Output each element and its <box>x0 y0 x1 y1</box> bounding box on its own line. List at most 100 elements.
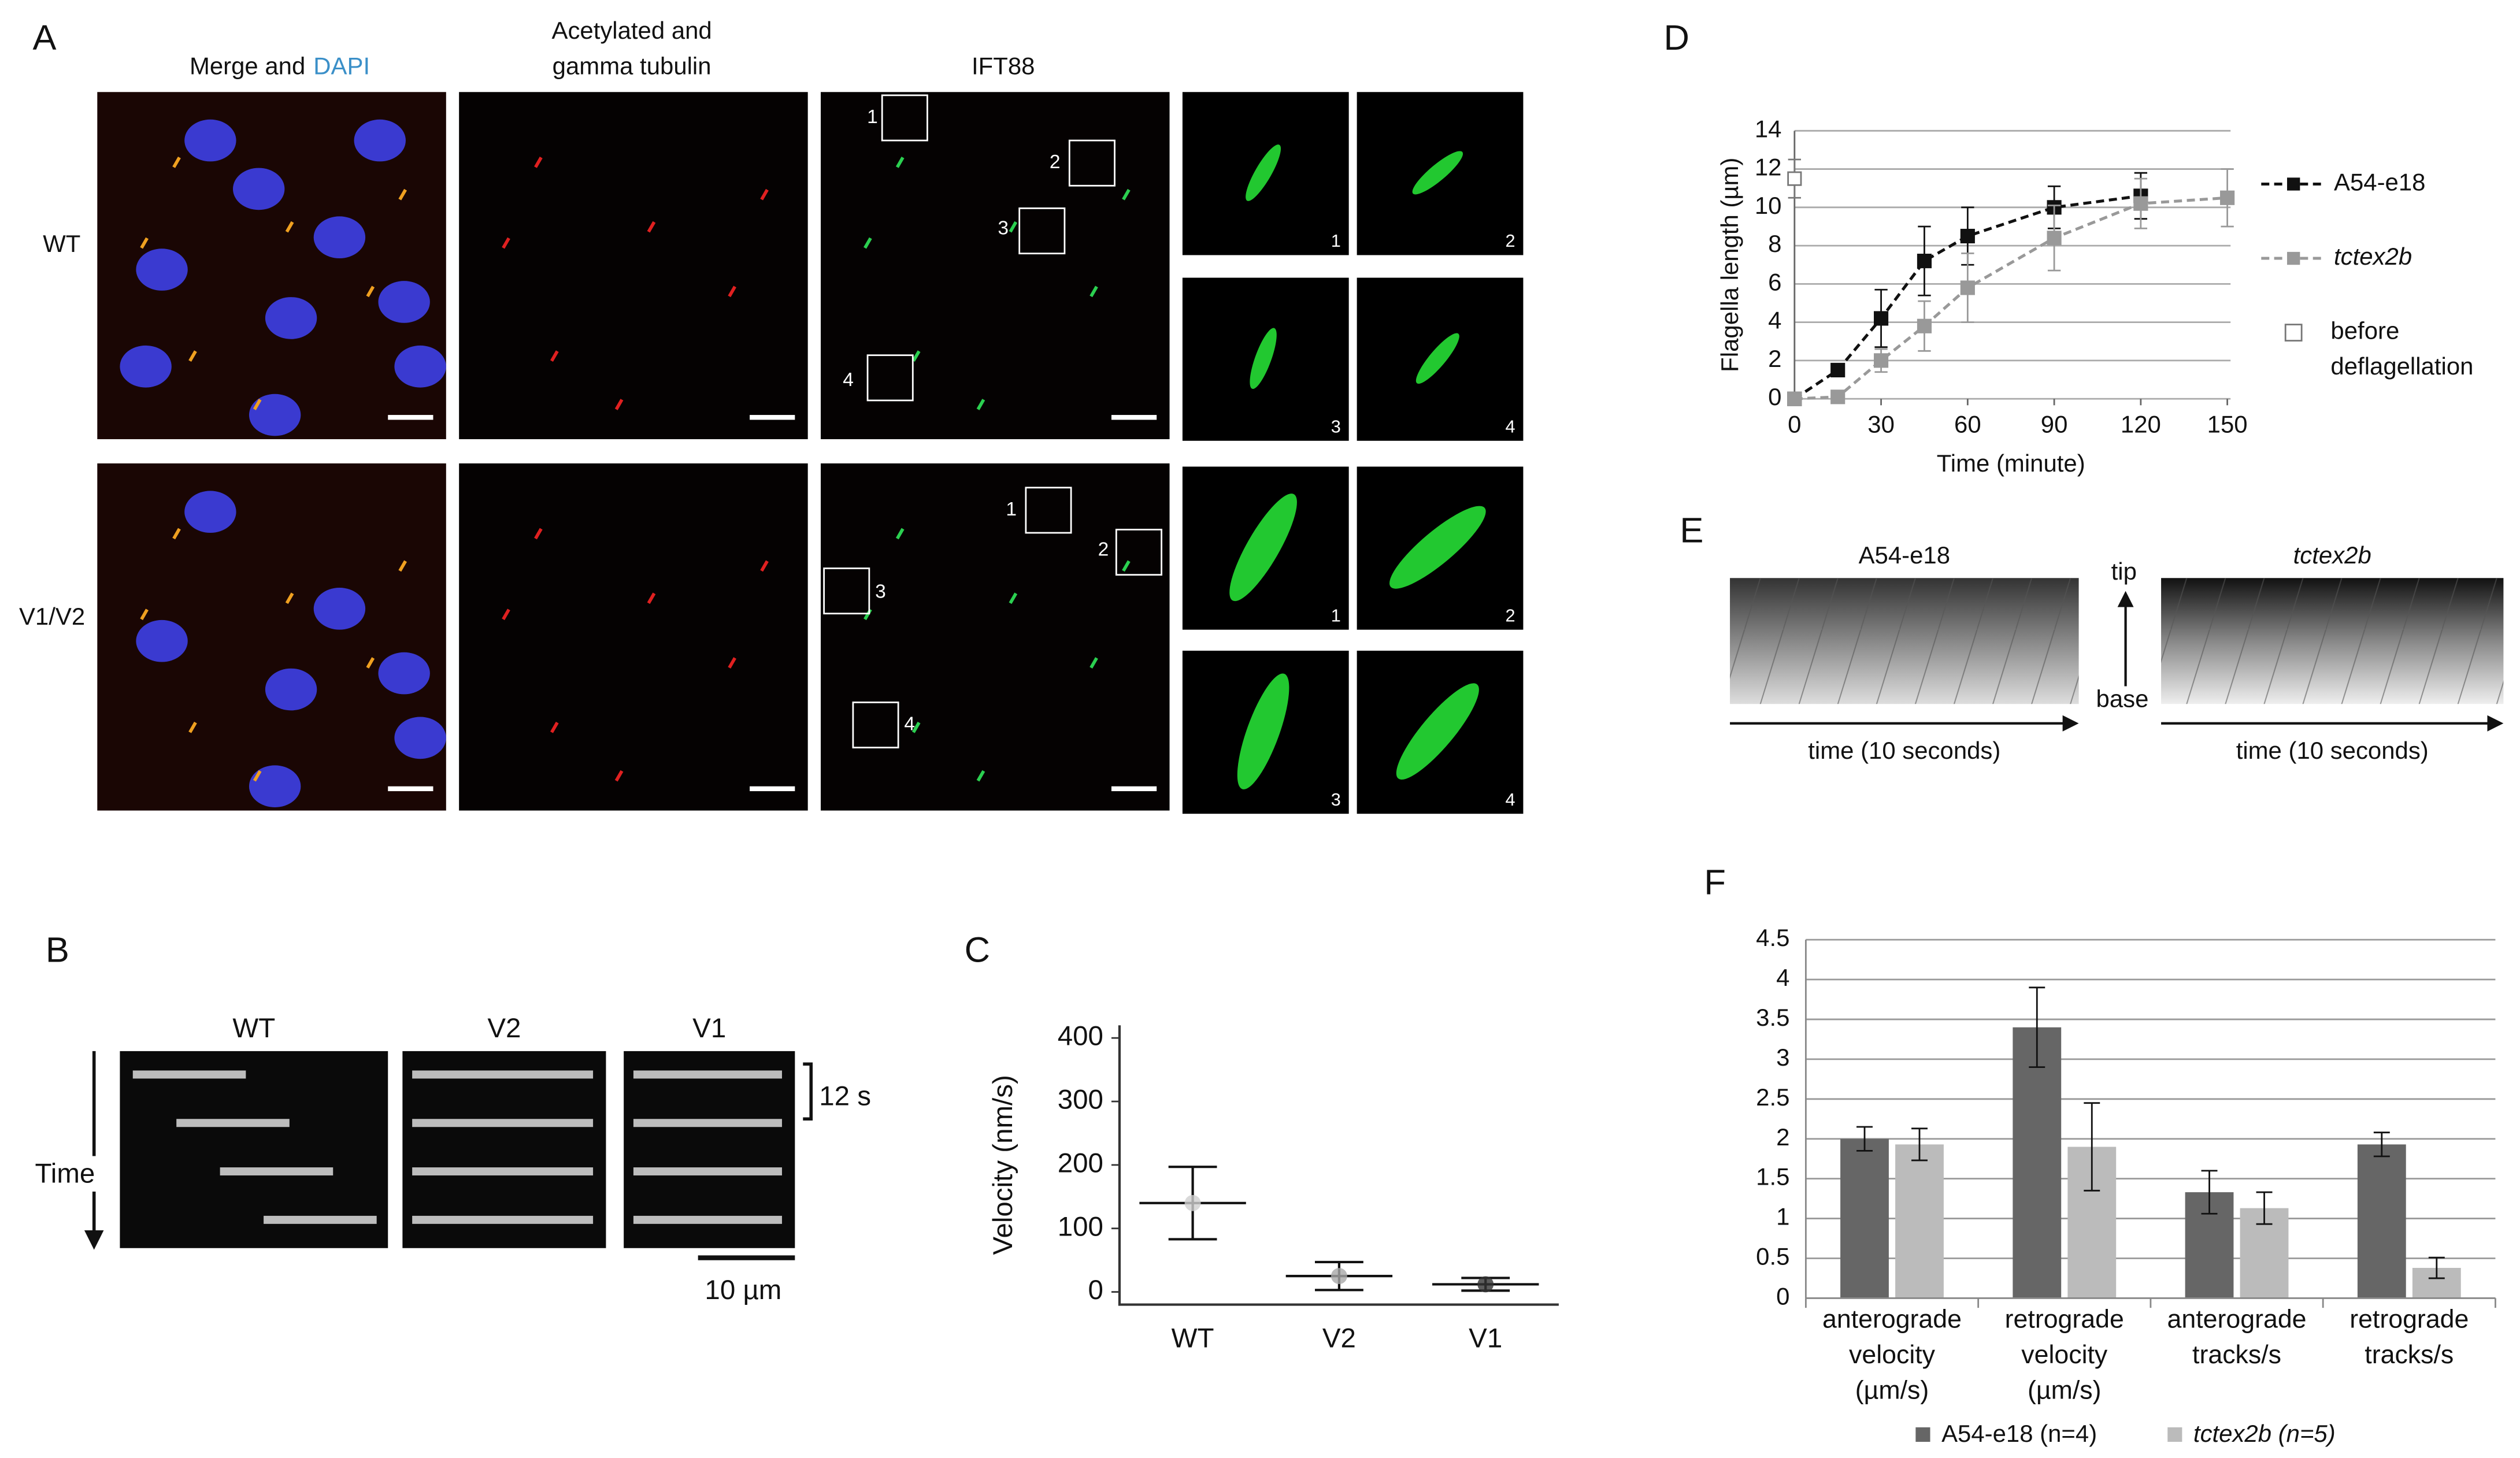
arrow-head <box>2117 591 2134 607</box>
title-part: Merge and <box>190 52 305 79</box>
cilium <box>1089 657 1098 669</box>
label: IFT88 <box>972 52 1035 79</box>
marker <box>1917 318 1932 333</box>
arrow-head <box>2062 715 2079 732</box>
legend-label: A54-e18 (n=4) <box>1941 1420 2097 1447</box>
y-tick-label: 0.5 <box>1756 1243 1789 1270</box>
y-tick-label: 4 <box>1768 307 1781 334</box>
inset-number: 4 <box>904 713 915 734</box>
x-tick-label: anterograde <box>1822 1305 1962 1333</box>
bracket <box>803 1062 813 1121</box>
y-tick-label: 4 <box>1776 964 1789 991</box>
y-tick-label: 4.5 <box>1756 924 1789 951</box>
kymo-texture <box>1730 578 2079 704</box>
arrow-head <box>84 1230 104 1250</box>
zoom-number: 4 <box>1506 417 1515 437</box>
y-tick-label: 2 <box>1768 345 1781 372</box>
inset-box <box>1025 487 1072 534</box>
inset-box <box>1018 207 1066 255</box>
nucleus <box>378 652 430 695</box>
streak <box>264 1215 377 1224</box>
streak <box>176 1119 290 1127</box>
zoom-number: 4 <box>1506 789 1515 810</box>
cilium <box>1122 188 1131 201</box>
cilium <box>550 350 559 362</box>
streak <box>412 1215 594 1224</box>
cilium <box>728 657 736 669</box>
marker <box>1830 389 1845 405</box>
inset-number: 4 <box>843 369 854 391</box>
inset-box <box>823 567 870 615</box>
legend-marker <box>2284 324 2303 342</box>
zoom-cilium <box>1229 494 1297 602</box>
streak <box>633 1215 782 1224</box>
cilium <box>253 399 262 410</box>
y-tick-label: 1 <box>1776 1203 1789 1230</box>
scale-bar <box>388 415 433 420</box>
nucleus <box>354 119 406 162</box>
mean-dot <box>1184 1194 1201 1211</box>
zoom-number: 3 <box>1331 789 1341 810</box>
cilium <box>172 528 181 540</box>
cilium <box>1122 560 1131 572</box>
label: Time <box>35 1159 95 1189</box>
marker <box>1830 362 1845 378</box>
legend-label: A54-e18 <box>2334 169 2425 196</box>
scale-bar <box>388 786 433 792</box>
panel-letter: C <box>965 930 990 970</box>
mean-dot <box>1331 1268 1347 1285</box>
cilium <box>1089 285 1098 298</box>
cilium <box>502 237 510 249</box>
marker <box>1874 353 1889 368</box>
y-tick-label: 3 <box>1776 1044 1789 1071</box>
zoom-cilium <box>1237 673 1289 789</box>
y-tick-label: 6 <box>1768 268 1781 295</box>
inset-number: 1 <box>867 106 878 128</box>
x-tick-label: 30 <box>1867 411 1895 438</box>
micrograph <box>459 463 808 811</box>
scale-bar <box>1111 786 1157 792</box>
cilium <box>895 157 905 168</box>
marker <box>1917 254 1932 269</box>
micrograph <box>821 463 1170 811</box>
column-title: Merge and DAPI <box>190 52 370 79</box>
error-bar <box>1911 1127 1928 1162</box>
cilium <box>253 770 262 782</box>
cilium <box>647 221 656 233</box>
zoom-number: 2 <box>1506 605 1515 625</box>
y-tick-label: 14 <box>1755 115 1782 142</box>
bar <box>2013 1027 2062 1299</box>
x-tick-label: tracks/s <box>2365 1341 2454 1369</box>
cilium <box>895 528 905 540</box>
bar <box>2357 1144 2406 1299</box>
nucleus <box>378 281 430 323</box>
content: A B C D E F Merge and DAPI Acetylated and gamma t… <box>19 17 2504 1447</box>
nucleus <box>136 248 188 291</box>
cilium <box>760 560 769 572</box>
zoom-number: 1 <box>1331 231 1341 251</box>
y-tick-label: 0 <box>1768 383 1781 410</box>
cilium <box>140 609 149 621</box>
inset-number: 3 <box>875 581 886 602</box>
streak <box>633 1070 782 1079</box>
bar <box>1895 1144 1944 1299</box>
y-axis-label: Velocity (nm/s) <box>988 1075 1018 1255</box>
kymograph <box>402 1051 606 1248</box>
error-bar <box>2201 1170 2218 1215</box>
kymograph <box>624 1051 795 1248</box>
cilium <box>614 770 624 782</box>
inset-box <box>866 354 914 402</box>
inset-box <box>1115 529 1162 576</box>
legend-label: before deflagellation <box>2330 318 2474 381</box>
marker <box>1787 391 1802 406</box>
nucleus <box>249 765 301 808</box>
cilium <box>911 350 921 362</box>
arrow-head <box>2487 715 2504 732</box>
kymo-texture <box>2161 578 2504 704</box>
bar <box>1840 1138 1889 1299</box>
y-tick-label: 10 <box>1755 192 1782 219</box>
marker <box>2220 190 2235 205</box>
title-part: DAPI <box>313 52 370 79</box>
cilium <box>285 592 294 604</box>
marker <box>2133 196 2148 211</box>
